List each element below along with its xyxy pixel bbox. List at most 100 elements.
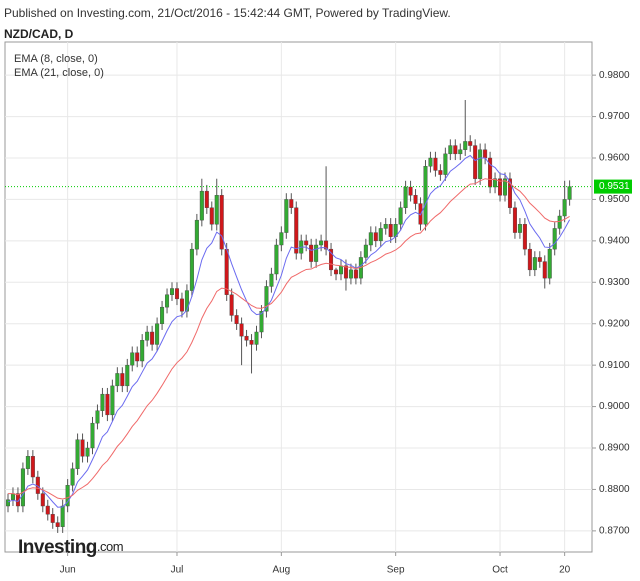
x-tick-label: Aug [272,565,290,576]
candle-body [90,422,95,449]
plot-frame [4,41,593,553]
candle-body [204,190,209,208]
candle-body [60,505,65,527]
candle-body [403,186,408,208]
candle-body [170,288,175,295]
candle-body [448,145,453,155]
candle-body [209,207,214,225]
candle-body [433,157,438,171]
candle-body [512,207,517,233]
candle-body [179,298,184,312]
y-tick-label: 0.8800 [599,484,630,495]
candle-body [155,323,160,345]
candle-body [85,447,90,457]
candle-body [125,364,130,387]
candle-body [135,352,140,362]
candle-body [468,141,473,146]
logo-text: Investing [18,537,97,558]
candle-body [314,244,319,262]
candle-body [334,269,339,275]
candle-body [274,244,279,275]
candle-body [160,306,165,324]
candle-body [194,219,199,250]
y-tick-label: 0.9800 [599,70,630,81]
candle-body [562,199,567,217]
candle-body [234,315,239,324]
candle-body [40,493,45,507]
candle-body [383,224,388,229]
candle-body [174,288,179,300]
candle-body [110,385,115,416]
y-tick-label: 0.9300 [599,277,630,288]
candle-body [527,248,532,271]
candle-body [30,456,35,478]
candle-body [80,439,85,457]
candle-body [473,145,478,179]
candle-body [348,269,353,279]
candle-body [165,294,170,308]
y-tick-label: 0.9500 [599,194,630,205]
y-tick-label: 0.9100 [599,360,630,371]
candle-body [95,410,100,424]
ema-line [8,178,570,500]
candle-body [130,352,135,366]
candle-body [438,170,443,175]
candle-body [229,294,234,316]
candle-body [140,340,145,362]
y-tick-label: 0.9600 [599,153,630,164]
y-tick-label: 0.8700 [599,526,630,537]
candle-body [319,240,324,246]
candle-body [75,439,80,469]
x-tick-label: Sep [387,565,405,576]
last-price-box [594,179,632,194]
candle-body [105,393,110,416]
candle-body [507,178,512,208]
y-tick-label: 0.9000 [599,401,630,412]
candle-body [388,224,393,237]
candle-body [259,311,264,333]
candle-body [413,195,418,204]
candle-body [478,149,483,179]
candle-body [517,224,522,233]
candle-body [189,248,194,291]
last-price-label: 0.9531 [599,181,630,192]
y-tick-label: 0.8900 [599,443,630,454]
candle-body [557,215,562,229]
candle-body [289,199,294,208]
candle-body [145,331,150,341]
candle-body [338,265,343,275]
candle-body [483,149,488,159]
candle-body [214,195,219,225]
x-tick-label: Jun [60,565,76,576]
candle-body [264,286,269,312]
candle-body [363,244,368,258]
y-tick-label: 0.9200 [599,318,630,329]
candle-body [552,228,557,250]
candle-body [284,199,289,233]
candle-body [15,493,20,507]
candle-body [254,331,259,345]
candle-body [100,393,105,411]
candle-body [532,257,537,271]
candle-body [463,141,468,150]
candle-body [329,248,334,271]
candle-body [542,261,547,279]
candle-body [423,166,428,225]
legend-entry: EMA (21, close, 0) [14,67,104,79]
candle-body [269,273,274,287]
candle-body [537,257,542,262]
candle-body [398,207,403,225]
candle-body [199,190,204,221]
candle-body [249,340,254,345]
candle-body [120,373,125,387]
candle-body [5,499,10,507]
candle-body [343,265,348,279]
candle-body [50,514,55,523]
ema-line [7,154,571,508]
candle-body [488,157,493,188]
candle-body [115,373,120,387]
candle-body [55,522,60,527]
candle-body [547,248,552,279]
candle-body [10,493,15,500]
